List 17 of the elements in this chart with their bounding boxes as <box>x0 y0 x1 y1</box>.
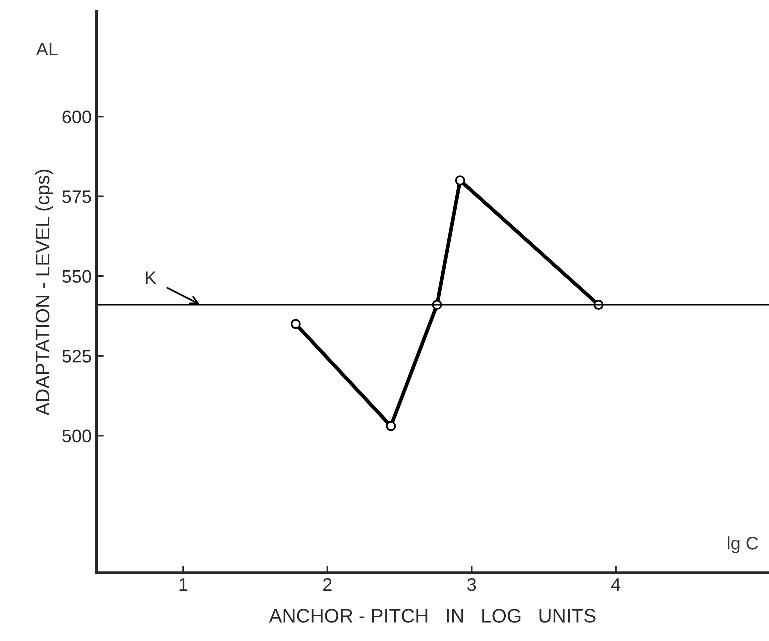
annotation: lg C <box>728 536 758 554</box>
x-axis-title: ANCHOR - PITCH IN LOG UNITS <box>269 609 596 623</box>
point <box>290 319 301 330</box>
point <box>386 421 396 432</box>
y-tick-label: 600 <box>62 110 92 124</box>
y-tick-label: 500 <box>62 430 92 443</box>
point <box>455 176 466 186</box>
y-tick-label: 525 <box>62 350 92 363</box>
y-axis-title: ADAPTATION - LEVEL (cps) <box>35 170 54 416</box>
x-tick-label: 3 <box>468 578 476 592</box>
y-tick-label: 550 <box>62 270 92 284</box>
ref-line-label: K <box>146 272 156 284</box>
x-tick-label: 2 <box>324 578 332 591</box>
x-tick-label: 4 <box>612 578 621 591</box>
x-tick-label: 1 <box>180 578 188 591</box>
text: AL <box>36 43 58 56</box>
y-tick-label: 575 <box>62 190 92 204</box>
